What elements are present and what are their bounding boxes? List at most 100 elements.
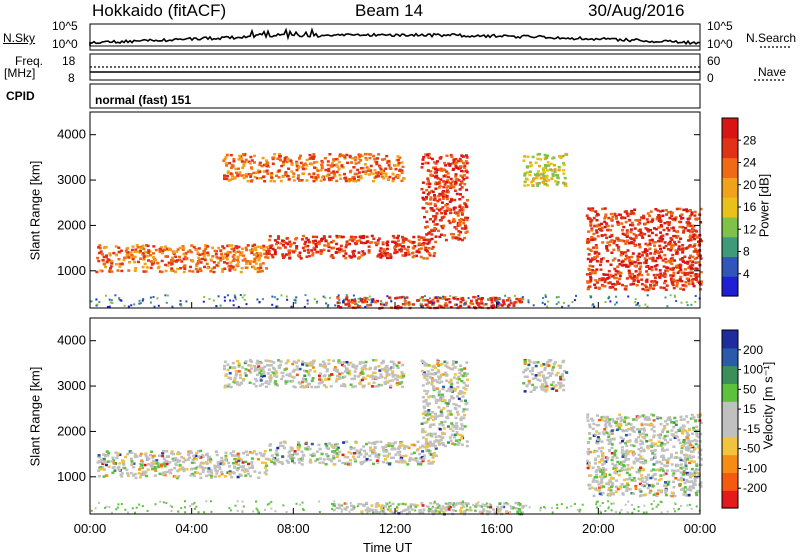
power-clutter-cell bbox=[497, 303, 499, 305]
power-echo-cell bbox=[421, 188, 424, 191]
power-echo-cell bbox=[229, 269, 232, 272]
power-echo-cell bbox=[133, 261, 136, 264]
power-echo-cell bbox=[282, 244, 285, 247]
power-clutter-cell bbox=[128, 306, 130, 308]
power-echo-cell bbox=[695, 267, 698, 270]
velocity-echo-cell bbox=[228, 383, 231, 386]
power-echo-cell bbox=[659, 231, 662, 234]
power-echo-cell bbox=[669, 274, 672, 277]
power-echo-cell bbox=[604, 234, 607, 237]
velocity-echo-cell bbox=[588, 484, 591, 487]
power-echo-cell bbox=[668, 217, 671, 220]
power-echo-cell bbox=[526, 166, 529, 169]
velocity-echo-cell bbox=[667, 481, 670, 484]
velocity-echo-cell bbox=[401, 386, 404, 389]
velocity-echo-cell bbox=[670, 429, 673, 432]
power-echo-cell bbox=[592, 233, 595, 236]
velocity-echo-cell bbox=[455, 422, 458, 425]
velocity-echo-cell bbox=[626, 488, 629, 491]
velocity-echo-cell bbox=[595, 474, 598, 477]
velocity-echo-cell bbox=[124, 456, 127, 459]
velocity-echo-cell bbox=[426, 444, 429, 447]
power-echo-cell bbox=[594, 279, 597, 282]
power-echo-cell bbox=[385, 175, 388, 178]
velocity-echo-cell bbox=[684, 463, 687, 466]
power-echo-cell bbox=[670, 268, 673, 271]
velocity-echo-cell bbox=[229, 378, 232, 381]
power-echo-cell bbox=[110, 260, 113, 263]
power-clutter-cell bbox=[274, 296, 276, 298]
power-ytick-label: 2000 bbox=[57, 217, 86, 232]
power-echo-cell bbox=[213, 271, 216, 274]
velocity-echo-cell bbox=[253, 383, 256, 386]
power-echo-cell bbox=[545, 157, 548, 160]
velocity-echo-cell bbox=[284, 441, 287, 444]
velocity-echo-cell bbox=[435, 455, 438, 458]
power-echo-cell bbox=[245, 159, 248, 162]
velocity-echo-cell bbox=[598, 487, 601, 490]
power-echo-cell bbox=[287, 243, 290, 246]
velocity-echo-cell bbox=[430, 415, 433, 418]
power-echo-cell bbox=[332, 247, 335, 250]
power-clutter-cell bbox=[153, 296, 155, 298]
power-echo-cell bbox=[433, 161, 436, 164]
velocity-echo-cell bbox=[225, 373, 228, 376]
power-echo-cell bbox=[678, 208, 681, 211]
velocity-echo-cell bbox=[363, 385, 366, 388]
velocity-echo-cell bbox=[694, 419, 697, 422]
power-clutter-cell bbox=[339, 302, 341, 304]
velocity-echo-cell bbox=[208, 456, 211, 459]
velocity-echo-cell bbox=[431, 411, 434, 414]
power-echo-cell bbox=[253, 155, 256, 158]
power-echo-cell bbox=[434, 203, 437, 206]
power-echo-cell bbox=[664, 241, 667, 244]
power-clutter-cell bbox=[674, 296, 676, 298]
power-echo-cell bbox=[134, 256, 137, 259]
power-echo-cell bbox=[527, 156, 530, 159]
power-echo-cell bbox=[344, 177, 347, 180]
velocity-echo-cell bbox=[594, 476, 597, 479]
power-clutter-cell bbox=[429, 297, 431, 299]
power-echo-cell bbox=[320, 169, 323, 172]
velocity-echo-cell bbox=[632, 418, 635, 421]
power-echo-cell bbox=[423, 239, 426, 242]
velocity-echo-cell bbox=[154, 474, 157, 477]
power-echo-cell bbox=[439, 219, 442, 222]
power-echo-cell bbox=[554, 168, 557, 171]
power-echo-cell bbox=[321, 238, 324, 241]
power-echo-cell bbox=[407, 251, 410, 254]
velocity-echo-cell bbox=[653, 419, 656, 422]
velocity-echo-cell bbox=[314, 386, 317, 389]
power-echo-cell bbox=[274, 253, 277, 256]
velocity-echo-cell bbox=[279, 444, 282, 447]
power-echo-cell bbox=[421, 166, 424, 169]
velocity-echo-cell bbox=[195, 458, 198, 461]
power-echo-cell bbox=[203, 255, 206, 258]
velocity-echo-cell bbox=[285, 381, 288, 384]
velocity-echo-cell bbox=[421, 370, 424, 373]
power-echo-cell bbox=[222, 159, 225, 162]
power-echo-cell bbox=[240, 271, 243, 274]
power-echo-cell bbox=[665, 209, 668, 212]
power-echo-cell bbox=[183, 258, 186, 261]
power-echo-cell bbox=[678, 241, 681, 244]
power-clutter-cell bbox=[334, 304, 336, 306]
velocity-echo-cell bbox=[651, 452, 654, 455]
power-echo-cell bbox=[331, 162, 334, 165]
power-echo-cell bbox=[604, 207, 607, 210]
velocity-echo-cell bbox=[588, 424, 591, 427]
velocity-echo-cell bbox=[431, 369, 434, 372]
power-echo-cell bbox=[402, 241, 405, 244]
power-echo-cell bbox=[143, 255, 146, 258]
velocity-echo-cell bbox=[516, 511, 519, 514]
velocity-echo-cell bbox=[371, 385, 374, 388]
power-clutter-cell bbox=[615, 296, 617, 298]
power-clutter-cell bbox=[574, 299, 576, 301]
power-echo-cell bbox=[647, 273, 650, 276]
velocity-echo-cell bbox=[264, 450, 267, 453]
velocity-echo-cell bbox=[138, 472, 141, 475]
power-echo-cell bbox=[461, 213, 464, 216]
power-echo-cell bbox=[97, 260, 100, 263]
power-echo-cell bbox=[324, 239, 327, 242]
power-echo-cell bbox=[397, 175, 400, 178]
